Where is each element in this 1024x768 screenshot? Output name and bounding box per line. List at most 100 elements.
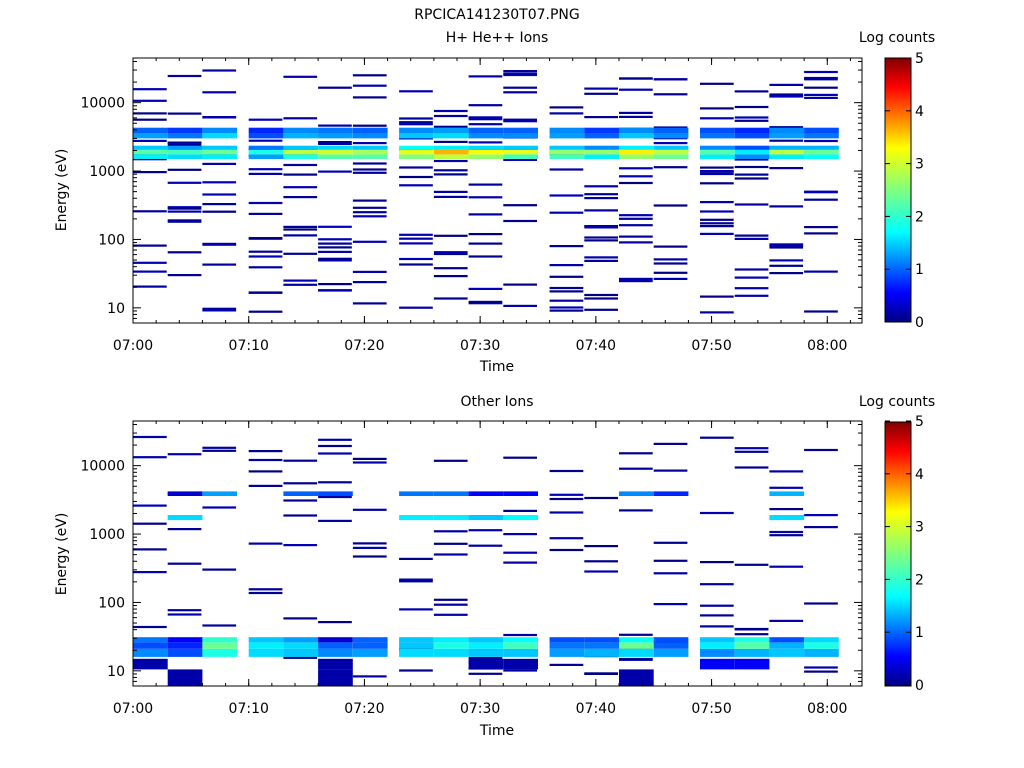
sparse-count-line xyxy=(318,495,352,499)
sparse-count-line xyxy=(433,140,468,143)
heatmap-cell xyxy=(503,145,538,150)
colorbar-tick-label: 1 xyxy=(915,625,924,641)
sparse-count-line xyxy=(503,73,537,77)
sparse-count-line xyxy=(167,206,202,209)
sparse-count-line xyxy=(584,197,618,200)
sparse-count-line xyxy=(433,613,468,616)
sparse-count-line xyxy=(700,117,734,120)
sparse-count-line xyxy=(619,452,653,455)
sparse-count-line xyxy=(352,281,387,284)
heatmap-cell xyxy=(619,149,654,155)
sparse-count-line xyxy=(549,511,584,514)
sparse-count-line xyxy=(619,217,653,220)
sparse-count-line xyxy=(399,242,433,245)
sparse-count-line xyxy=(769,264,804,267)
heatmap-cell xyxy=(584,642,619,649)
sparse-count-line xyxy=(318,124,352,127)
sparse-count-line xyxy=(352,84,387,87)
sparse-count-line xyxy=(734,203,769,206)
sparse-count-line xyxy=(653,442,688,445)
heatmap-cell xyxy=(352,145,388,150)
heatmap-cell xyxy=(399,154,434,159)
sparse-count-line xyxy=(584,92,618,95)
y-tick-label: 10 xyxy=(107,664,125,680)
heatmap-cell xyxy=(804,154,839,159)
sparse-count-line xyxy=(468,302,503,305)
sparse-count-line xyxy=(804,270,838,273)
sparse-count-line xyxy=(653,469,688,472)
sparse-count-line xyxy=(352,171,387,174)
heatmap-cell xyxy=(734,637,770,643)
heatmap-cell xyxy=(283,127,319,133)
sparse-count-line xyxy=(653,78,688,81)
sparse-count-line xyxy=(399,90,433,93)
colorbar-tick-label: 4 xyxy=(915,104,924,120)
sparse-count-line xyxy=(804,70,838,74)
sparse-count-line xyxy=(167,210,202,213)
sparse-count-line xyxy=(503,219,537,223)
sparse-count-line xyxy=(619,235,653,238)
sparse-count-line xyxy=(283,75,318,78)
heatmap-cell xyxy=(318,127,353,133)
heatmap-cell xyxy=(503,154,538,159)
sparse-count-line xyxy=(283,617,318,620)
sparse-count-line xyxy=(734,294,769,297)
heatmap-cell xyxy=(584,149,619,155)
heatmap-cell xyxy=(700,145,735,150)
sparse-count-line xyxy=(468,118,503,121)
sparse-count-line xyxy=(503,283,537,286)
sparse-count-line xyxy=(734,90,769,93)
heatmap-cell xyxy=(549,637,585,643)
colorbar-tick-label: 0 xyxy=(915,315,924,331)
y-tick-label: 10000 xyxy=(80,96,125,112)
sparse-count-line xyxy=(399,669,433,672)
sparse-count-line xyxy=(734,268,769,271)
heatmap-cell xyxy=(700,637,735,643)
y-tick-label: 1000 xyxy=(89,164,125,180)
sparse-count-line xyxy=(283,656,318,659)
sparse-count-line xyxy=(433,114,468,118)
sparse-count-line xyxy=(468,255,503,258)
heatmap-cell xyxy=(352,637,388,643)
heatmap-cell xyxy=(399,133,434,139)
panel-top: H+ He++ Ions 07:00 07:10 07:20 07:30 07:40 07… xyxy=(54,30,935,375)
sparse-count-line xyxy=(433,109,468,113)
heatmap-cell xyxy=(804,133,839,139)
heatmap-cell xyxy=(653,154,689,159)
heatmap-cell xyxy=(283,637,319,643)
heatmap-cell xyxy=(433,133,469,139)
sparse-count-line xyxy=(468,104,503,107)
sparse-count-line xyxy=(468,233,503,236)
heatmap-cell xyxy=(318,145,353,150)
sparse-count-line xyxy=(318,141,352,144)
sparse-count-line xyxy=(549,497,584,501)
sparse-count-line xyxy=(700,218,734,221)
sparse-count-line xyxy=(734,177,769,180)
sparse-count-line xyxy=(700,614,734,617)
colorbar-tick-label: 4 xyxy=(915,467,924,483)
heatmap-cell xyxy=(619,145,654,150)
sparse-count-line xyxy=(248,458,283,462)
sparse-count-line xyxy=(248,168,283,171)
heatmap-cell xyxy=(202,149,238,155)
heatmap-cell xyxy=(653,127,689,133)
heatmap-cell xyxy=(468,149,504,155)
sparse-count-line xyxy=(352,206,387,209)
heatmap-cell xyxy=(399,637,434,643)
heatmap-cell xyxy=(399,515,434,521)
sparse-count-line xyxy=(619,633,653,636)
x-tick-label: 07:10 xyxy=(229,701,269,717)
sparse-count-line xyxy=(318,444,352,448)
heatmap-cell xyxy=(167,648,203,657)
sparse-count-line xyxy=(318,250,352,253)
heatmap-cell xyxy=(399,127,434,133)
heatmap-cell xyxy=(167,154,203,159)
sparse-count-line xyxy=(283,234,318,237)
sparse-count-line xyxy=(769,205,804,208)
sparse-count-line xyxy=(584,185,618,188)
heatmap-cell xyxy=(804,127,839,133)
heatmap-cell xyxy=(352,127,388,133)
heatmap-cell xyxy=(700,154,735,159)
x-tick-label: 07:10 xyxy=(229,338,269,354)
heatmap-cell xyxy=(283,154,319,159)
